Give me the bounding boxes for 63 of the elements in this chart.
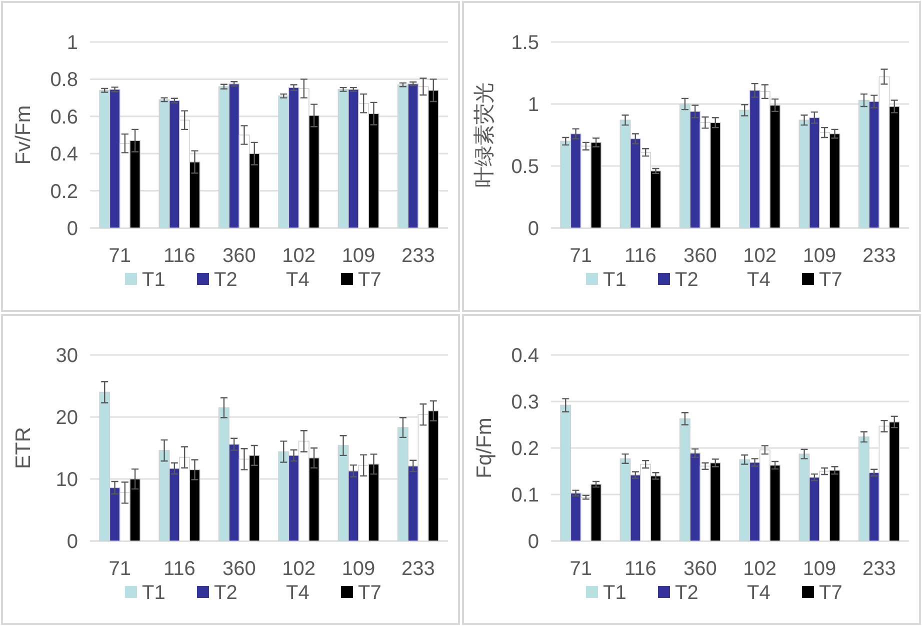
x-tick-label: 233 — [862, 245, 896, 267]
text: T4 — [286, 582, 310, 604]
x-tick-label: 102 — [743, 558, 777, 580]
x-tick-label: 116 — [624, 245, 656, 267]
legend-label: T1 — [142, 582, 166, 604]
x-tick-label: 360 — [222, 558, 256, 580]
y-axis-title: Fq/Fm — [473, 418, 496, 478]
x-tick-label: 116 — [164, 558, 196, 580]
y-tick-label: 1.5 — [511, 32, 539, 54]
y-tick-label: 30 — [56, 345, 78, 367]
legend-label: T7 — [358, 269, 382, 291]
y-tick-label: 0.2 — [50, 180, 78, 203]
legend-label: T7 — [358, 582, 382, 604]
y-tick-label: 0.5 — [511, 156, 539, 178]
x-tick-label: 102 — [282, 558, 316, 580]
x-tick-label: 109 — [342, 245, 376, 267]
legend-label: T1 — [603, 269, 626, 291]
x-tick-label: 116 — [624, 558, 656, 580]
x-tick-label: 71 — [108, 558, 131, 580]
legend-label: T7 — [819, 269, 842, 291]
y-tick-label: 0.6 — [50, 106, 78, 128]
y-tick-label: 0 — [66, 218, 78, 240]
x-tick-label: 233 — [862, 558, 896, 580]
y-tick-label: 10 — [56, 469, 78, 491]
x-tick-label: 109 — [342, 558, 376, 580]
text: T4 — [747, 269, 770, 291]
x-tick-label: 360 — [683, 245, 717, 267]
x-tick-label: 102 — [282, 245, 316, 267]
x-tick-label: 116 — [164, 245, 196, 267]
y-tick-label: 0.3 — [511, 392, 539, 414]
x-tick-label: 71 — [570, 558, 592, 580]
y-tick-label: 1 — [528, 94, 539, 116]
y-tick-label: 0.1 — [511, 484, 539, 506]
y-axis-title: 叶绿素荧光 — [473, 82, 496, 188]
legend-label: T2 — [214, 582, 238, 604]
legend-label: T1 — [603, 582, 626, 604]
y-tick-label: 0 — [66, 531, 78, 553]
y-tick-label: 20 — [56, 407, 78, 429]
legend-label: T2 — [214, 269, 238, 291]
y-axis-title: ETR — [12, 427, 35, 469]
y-tick-label: 0.2 — [511, 438, 539, 460]
legend-label: T2 — [675, 582, 698, 604]
legend-label: T1 — [142, 269, 166, 291]
y-tick-label: 0.8 — [50, 69, 78, 92]
x-tick-label: 71 — [108, 245, 131, 267]
y-tick-label: 0 — [528, 531, 539, 553]
text: T4 — [747, 582, 770, 604]
x-tick-label: 233 — [401, 558, 435, 580]
x-tick-label: 109 — [802, 245, 836, 267]
x-tick-label: 102 — [743, 245, 777, 267]
y-tick-label: 0.4 — [511, 345, 539, 367]
x-tick-label: 109 — [802, 558, 836, 580]
text: T4 — [286, 269, 310, 291]
x-tick-label: 360 — [222, 245, 256, 267]
y-tick-label: 0 — [528, 218, 539, 240]
x-tick-label: 71 — [570, 245, 592, 267]
x-tick-label: 233 — [401, 245, 435, 267]
x-tick-label: 360 — [683, 558, 717, 580]
legend-label: T7 — [819, 582, 842, 604]
y-axis-title: Fv/Fm — [12, 105, 35, 165]
legend-label: T2 — [675, 269, 698, 291]
y-tick-label: 1 — [66, 32, 78, 54]
y-tick-label: 0.4 — [50, 144, 78, 166]
